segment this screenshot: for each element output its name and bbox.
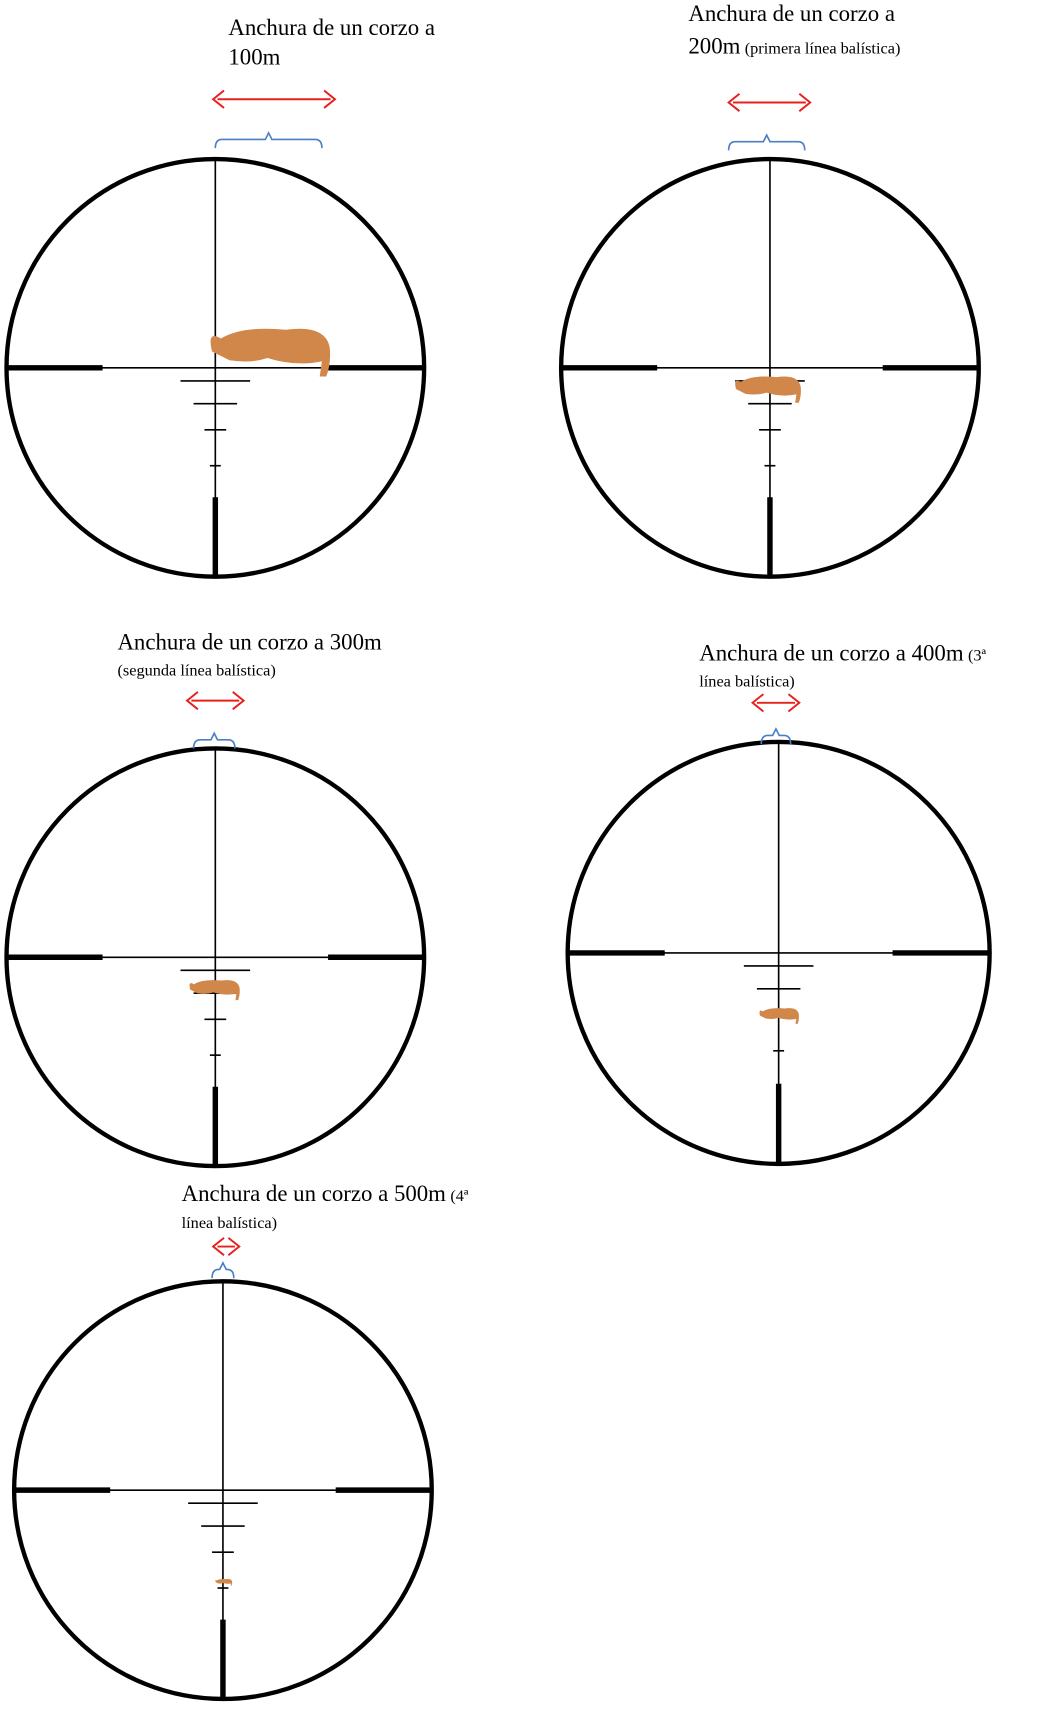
bracket — [729, 135, 805, 150]
caption-part: 200m — [688, 34, 740, 59]
caption: Anchura de un corzo a 500m (4ª — [182, 1181, 469, 1206]
deer — [215, 1579, 232, 1586]
caption-note: línea balística) — [699, 671, 794, 690]
caption-note: (primera línea balística) — [745, 39, 901, 58]
caption-note: (segunda línea balística) — [117, 661, 275, 680]
caption: 100m — [228, 44, 280, 69]
bracket — [215, 133, 322, 148]
deer — [211, 329, 331, 377]
caption: Anchura de un corzo a — [688, 1, 895, 26]
scopes — [7, 91, 990, 1699]
caption-part: Anchura de un corzo a 400m — [699, 640, 964, 665]
deer — [735, 376, 801, 402]
caption: Anchura de un corzo a — [228, 15, 435, 40]
bracket — [194, 733, 235, 748]
caption-note: línea balística) — [182, 1213, 277, 1232]
caption-note: (3ª — [968, 645, 987, 664]
caption: Anchura de un corzo a 300m — [117, 630, 382, 655]
caption: 200m (primera línea balística) — [688, 34, 900, 59]
caption-part: Anchura de un corzo a 500m — [182, 1181, 447, 1206]
bracket — [212, 1263, 234, 1278]
caption: Anchura de un corzo a 400m (3ª — [699, 640, 986, 665]
caption-note: (4ª — [450, 1186, 469, 1205]
scope-diagram: Anchura de un corzo a 100m Anchura de un… — [0, 0, 1044, 1709]
